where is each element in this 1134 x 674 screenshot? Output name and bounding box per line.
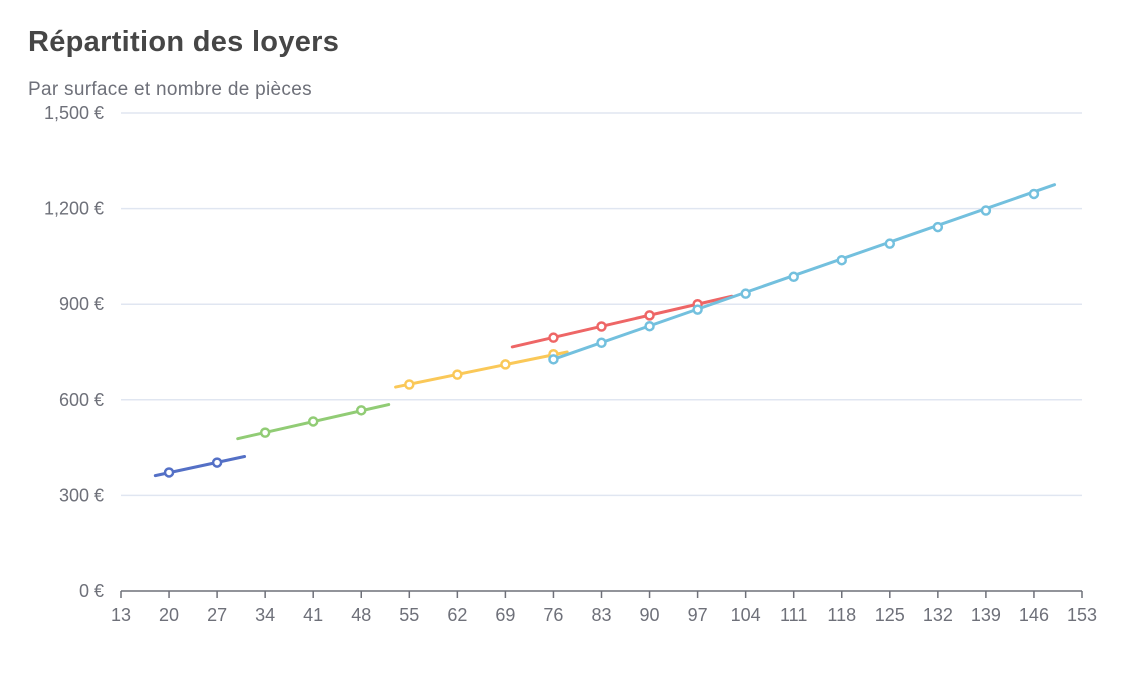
chart-subtitle: Par surface et nombre de pièces: [28, 79, 312, 100]
series-2-point: [356, 405, 367, 416]
series-3-point: [404, 379, 415, 390]
y-tick-label: 1,500 €: [44, 103, 104, 123]
series-1-point: [163, 467, 175, 478]
series-5-point: [692, 304, 703, 315]
x-tick-label: 55: [399, 605, 419, 625]
y-tick-label: 0 €: [79, 581, 104, 601]
series-3-point: [452, 369, 463, 380]
y-tick-label: 600 €: [59, 390, 104, 410]
x-tick-label: 13: [111, 605, 131, 625]
y-tick-label: 300 €: [59, 485, 104, 505]
series-5-point: [788, 271, 799, 283]
series-5-point: [644, 320, 655, 332]
series-3-point: [500, 359, 511, 370]
x-tick-label: 83: [591, 605, 611, 625]
series-1-point: [211, 457, 223, 468]
series-5-point: [548, 354, 559, 365]
x-tick-label: 146: [1019, 605, 1049, 625]
x-tick-label: 118: [827, 605, 856, 625]
x-tick-label: 27: [207, 605, 227, 625]
x-tick-label: 69: [495, 605, 515, 625]
x-tick-label: 132: [923, 605, 953, 625]
x-tick-label: 76: [543, 605, 563, 625]
x-tick-label: 62: [447, 605, 467, 625]
x-tick-label: 111: [780, 605, 807, 625]
x-tick-label: 48: [351, 605, 371, 625]
series-5-point: [884, 238, 896, 249]
x-tick-label: 125: [875, 605, 905, 625]
chart-title: Répartition des loyers: [28, 26, 340, 58]
x-tick-label: 90: [640, 605, 660, 625]
series-4-point: [596, 321, 607, 332]
series-2-point: [307, 416, 319, 427]
x-tick-label: 153: [1067, 605, 1097, 625]
series-5-point: [596, 337, 607, 349]
x-tick-label: 97: [688, 605, 708, 625]
y-tick-label: 1,200 €: [44, 199, 104, 219]
series-5-point: [932, 221, 944, 233]
x-tick-label: 20: [159, 605, 179, 625]
series-5-point: [1028, 188, 1040, 200]
series-5-point: [980, 205, 992, 216]
x-tick-label: 34: [255, 605, 275, 625]
series-2-point: [259, 427, 271, 438]
series-4-point: [644, 310, 655, 321]
x-tick-label: 41: [303, 605, 323, 625]
series-4-point: [548, 332, 559, 343]
x-tick-label: 104: [731, 605, 761, 625]
y-tick-label: 900 €: [59, 294, 104, 314]
series-3-line: [394, 350, 569, 389]
series-5-point: [740, 288, 751, 299]
x-tick-label: 139: [971, 605, 1001, 625]
series-5-line: [551, 183, 1057, 361]
series-5-point: [836, 254, 847, 266]
